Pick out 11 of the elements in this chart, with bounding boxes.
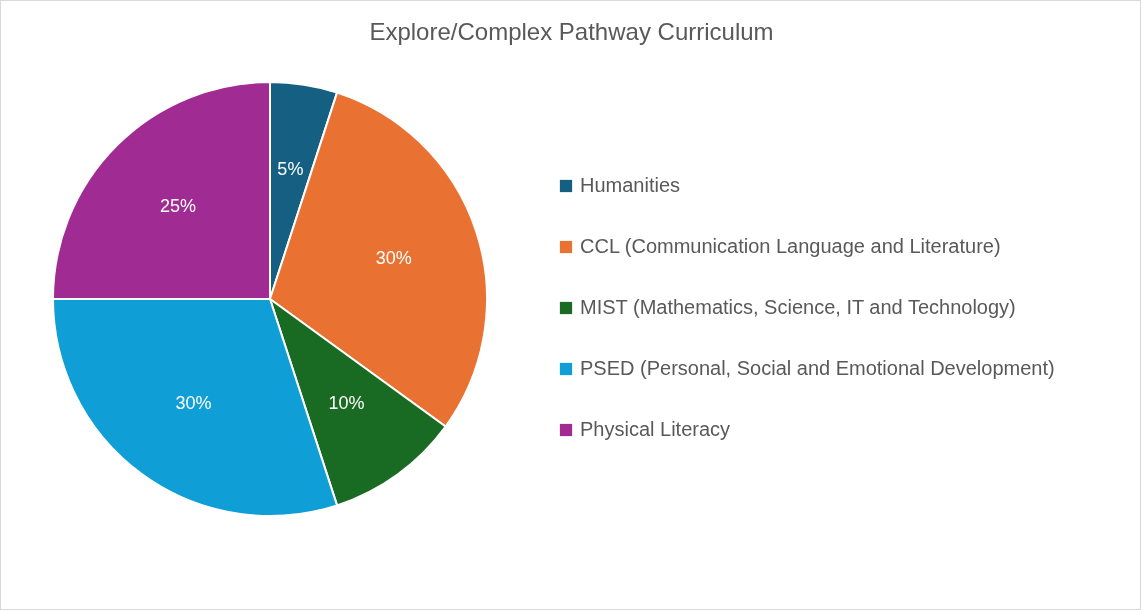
legend-label: MIST (Mathematics, Science, IT and Technology) xyxy=(580,296,1016,318)
data-label: 30% xyxy=(175,393,212,414)
data-label: 30% xyxy=(375,247,412,268)
chart-title: Explore/Complex Pathway Curriculum xyxy=(369,18,774,45)
legend-label: Humanities xyxy=(580,174,681,196)
data-label: 10% xyxy=(328,393,365,414)
data-label: 25% xyxy=(159,195,196,216)
legend-label: PSED (Personal, Social and Emotional Development) xyxy=(580,357,1055,379)
legend-label: Physical Literacy xyxy=(580,418,731,440)
legend-label: CCL (Communication Language and Literature) xyxy=(580,235,1001,257)
data-label: 5% xyxy=(277,159,304,180)
